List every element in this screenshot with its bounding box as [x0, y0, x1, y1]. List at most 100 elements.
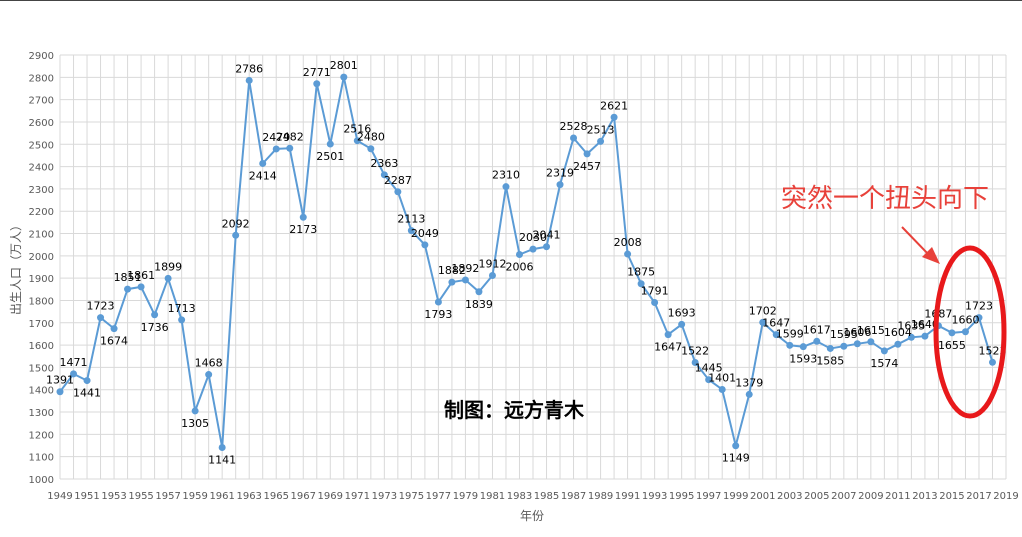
data-point — [259, 159, 267, 167]
x-tick-label: 1989 — [588, 491, 613, 502]
data-label: 1912 — [478, 257, 506, 270]
data-point — [110, 325, 118, 333]
data-label: 2173 — [289, 223, 317, 236]
data-point — [894, 340, 902, 348]
x-tick-label: 1997 — [696, 491, 721, 502]
x-tick-label: 1993 — [642, 491, 667, 502]
data-label: 2771 — [303, 66, 331, 79]
x-tick-label: 1965 — [264, 491, 289, 502]
data-point — [448, 278, 456, 286]
data-point — [70, 370, 78, 378]
data-label: 1574 — [870, 357, 898, 370]
data-point — [164, 274, 172, 282]
x-tick-label: 1949 — [47, 491, 72, 502]
data-point — [570, 134, 578, 142]
data-label: 1635 — [897, 319, 925, 332]
x-tick-label: 1999 — [723, 491, 748, 502]
x-tick-label: 1995 — [669, 491, 694, 502]
data-label: 2287 — [384, 174, 412, 187]
y-tick-label: 2300 — [29, 185, 54, 196]
data-point — [151, 311, 159, 319]
data-point — [772, 331, 780, 339]
data-label: 1839 — [465, 298, 493, 311]
data-label: 2092 — [222, 217, 250, 230]
data-label: 2513 — [587, 123, 615, 136]
data-point — [529, 245, 537, 253]
x-tick-label: 1971 — [345, 491, 370, 502]
data-point — [232, 231, 240, 239]
data-point — [826, 344, 834, 352]
data-label: 1595 — [830, 328, 858, 341]
data-point — [718, 386, 726, 394]
y-tick-label: 2100 — [29, 230, 54, 241]
data-point — [880, 347, 888, 355]
x-tick-label: 1983 — [507, 491, 532, 502]
data-label: 2501 — [316, 150, 344, 163]
data-point — [853, 340, 861, 348]
x-tick-label: 2017 — [966, 491, 991, 502]
y-tick-label: 2500 — [29, 140, 54, 151]
data-label: 2516 — [343, 123, 371, 136]
x-tick-label: 1975 — [399, 491, 424, 502]
series-line — [59, 76, 994, 448]
data-label: 2049 — [411, 227, 439, 240]
data-label: 2041 — [533, 229, 561, 242]
data-label: 2801 — [330, 59, 358, 72]
y-tick-label: 2800 — [29, 73, 54, 84]
x-tick-label: 1951 — [74, 491, 99, 502]
data-point — [799, 343, 807, 351]
x-tick-label: 2005 — [804, 491, 829, 502]
y-tick-label: 1200 — [29, 430, 54, 441]
data-label: 1736 — [141, 321, 169, 334]
data-point — [651, 298, 659, 306]
annotation-arrow — [901, 226, 940, 264]
data-label: 1523 — [978, 344, 1006, 357]
x-tick-label: 1977 — [426, 491, 451, 502]
data-point — [434, 298, 442, 306]
data-point — [840, 342, 848, 350]
data-point — [56, 388, 64, 396]
data-label: 2457 — [573, 160, 601, 173]
data-label: 1875 — [627, 266, 655, 279]
gridlines — [59, 54, 1007, 480]
data-point — [326, 140, 334, 148]
y-tick-label: 1100 — [29, 453, 54, 464]
data-label: 1149 — [722, 452, 750, 465]
x-tick-label: 2001 — [750, 491, 775, 502]
data-label: 1522 — [681, 345, 709, 358]
data-point — [218, 444, 226, 452]
data-label: 1660 — [951, 314, 979, 327]
y-tick-label: 1800 — [29, 296, 54, 307]
data-point — [597, 137, 605, 145]
data-point — [732, 442, 740, 450]
data-label: 1892 — [451, 262, 479, 275]
data-label: 1604 — [884, 326, 912, 339]
y-tick-label: 1300 — [29, 408, 54, 419]
data-label: 1141 — [208, 454, 236, 467]
data-label: 1585 — [816, 354, 844, 367]
data-point — [488, 271, 496, 279]
y-tick-label: 2700 — [29, 96, 54, 107]
x-tick-label: 1957 — [155, 491, 180, 502]
data-point — [137, 283, 145, 291]
y-tick-label: 2200 — [29, 207, 54, 218]
y-tick-label: 2000 — [29, 252, 54, 263]
data-points — [56, 73, 996, 452]
data-label: 1305 — [181, 417, 209, 430]
y-tick-label: 2600 — [29, 118, 54, 129]
x-tick-label: 2015 — [939, 491, 964, 502]
data-point — [637, 280, 645, 288]
y-tick-label: 1400 — [29, 386, 54, 397]
annotation-text: 突然一个扭头向下 — [781, 184, 989, 214]
y-tick-label: 2400 — [29, 163, 54, 174]
data-label: 1655 — [938, 339, 966, 352]
data-label: 1791 — [641, 284, 669, 297]
data-label: 2319 — [546, 167, 574, 180]
data-point — [664, 331, 672, 339]
x-tick-label: 1985 — [534, 491, 559, 502]
data-label: 1723 — [965, 300, 993, 313]
x-tick-label: 1953 — [101, 491, 126, 502]
data-point — [556, 181, 564, 189]
